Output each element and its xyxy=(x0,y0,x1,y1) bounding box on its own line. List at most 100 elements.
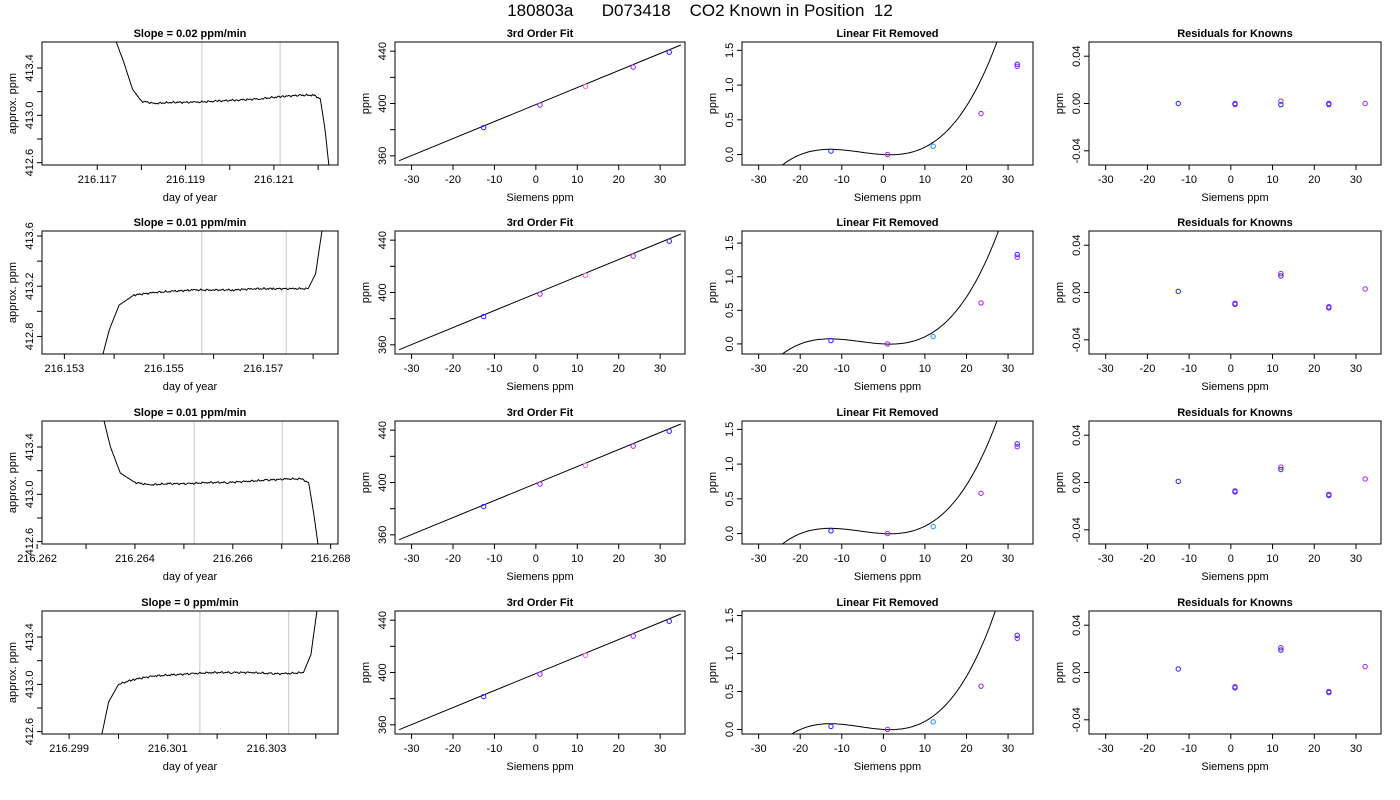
x-tick-label: -20 xyxy=(792,553,808,565)
x-tick-label: 30 xyxy=(654,743,666,755)
x-axis-label: Siemens ppm xyxy=(1201,761,1268,773)
data-point xyxy=(1014,63,1020,70)
x-tick-label: 0 xyxy=(880,174,886,186)
x-tick-label: -30 xyxy=(404,743,420,755)
x-tick-label: 30 xyxy=(1002,174,1014,186)
data-point xyxy=(1175,100,1181,107)
data-point xyxy=(630,64,636,70)
panel-title: Slope = 0.01 ppm/min xyxy=(134,407,247,419)
y-tick-label: -0.04 xyxy=(1071,327,1083,352)
y-tick-label: 400 xyxy=(377,283,389,301)
y-tick-label: 0.0 xyxy=(724,147,736,162)
y-tick-label: 1.5 xyxy=(724,235,736,250)
y-tick-label: 440 xyxy=(377,231,389,249)
data-point xyxy=(1326,100,1332,107)
x-tick-label: 216.117 xyxy=(78,174,117,186)
x-tick-label: -10 xyxy=(834,174,850,186)
panel-fit-row-2: 3rd Order Fit -30 -20 -10 0 10 20 30 360 400 440 Si… xyxy=(360,217,686,393)
x-tick-label: 216.157 xyxy=(243,363,283,375)
data-point xyxy=(828,148,834,154)
x-axis-label: Siemens ppm xyxy=(506,761,573,773)
y-tick-label: 412.6 xyxy=(24,149,36,177)
y-tick-label: 413.2 xyxy=(24,272,36,300)
x-tick-label: -20 xyxy=(445,363,461,375)
y-tick-label: -0.04 xyxy=(1071,138,1083,163)
page-title: 180803a D073418 CO2 Known in Position 12 xyxy=(507,1,893,20)
y-tick-label: 413.4 xyxy=(24,433,36,461)
y-tick-label: 400 xyxy=(377,663,389,681)
data-point xyxy=(1175,478,1181,485)
data-point xyxy=(1175,666,1181,672)
plot-area xyxy=(781,231,999,354)
y-axis-label: ppm xyxy=(707,93,719,114)
y-tick-label: 413.0 xyxy=(24,671,36,699)
y-tick-label: 1.0 xyxy=(724,456,736,471)
data-point xyxy=(1362,476,1368,482)
x-tick-label: 20 xyxy=(960,174,972,186)
x-tick-label: -10 xyxy=(486,174,502,186)
x-tick-label: 216.268 xyxy=(311,553,351,565)
panel-title: Linear Fit Removed xyxy=(836,597,938,609)
y-tick-label: 413.4 xyxy=(24,623,36,651)
data-point xyxy=(537,481,543,487)
x-tick-label: 10 xyxy=(1266,174,1278,186)
x-tick-label: 30 xyxy=(1350,363,1362,375)
y-tick-label: 0.04 xyxy=(1071,424,1083,445)
panel-title: 3rd Order Fit xyxy=(507,407,574,419)
y-tick-label: -0.04 xyxy=(1071,517,1083,542)
panel-title: Residuals for Knowns xyxy=(1177,28,1293,40)
y-axis-label: approx. ppm xyxy=(7,642,19,703)
data-point xyxy=(1278,466,1284,473)
y-tick-label: 413.6 xyxy=(24,222,36,250)
y-tick-label: 0.04 xyxy=(1071,614,1083,635)
plot-frame xyxy=(394,420,686,545)
panel-trace-row-3: Slope = 0.01 ppm/min 216.262 216.264 216.26… xyxy=(7,407,351,583)
panel-trace-row-2: Slope = 0.01 ppm/min 216.153 216.155 216.15… xyxy=(7,217,339,393)
x-tick-label: 30 xyxy=(1002,553,1014,565)
panel-fit-row-3: 3rd Order Fit -30 -20 -10 0 10 20 30 360 400 440 Si… xyxy=(360,407,686,583)
x-tick-label: -20 xyxy=(1139,174,1155,186)
data-point xyxy=(930,523,936,530)
data-point xyxy=(828,337,834,344)
data-point xyxy=(666,49,672,55)
x-tick-label: -30 xyxy=(404,553,420,565)
x-tick-label: 20 xyxy=(613,363,625,375)
x-axis-label: Siemens ppm xyxy=(854,761,921,773)
panel-title: Residuals for Knowns xyxy=(1177,217,1293,229)
y-axis-label: ppm xyxy=(1054,93,1066,114)
plot-area xyxy=(781,42,998,165)
plot-frame xyxy=(41,420,339,545)
x-tick-label: 216.301 xyxy=(148,743,188,755)
y-tick-label: 413.0 xyxy=(24,481,36,509)
plot-frame xyxy=(41,230,339,355)
y-axis-label: ppm xyxy=(360,662,372,683)
data-point xyxy=(630,443,636,449)
y-tick-label: 412.8 xyxy=(24,323,36,351)
y-tick-label: 440 xyxy=(377,42,389,60)
data-point xyxy=(828,528,834,534)
data-point xyxy=(1014,444,1020,450)
data-point xyxy=(884,151,891,158)
data-point xyxy=(537,671,543,677)
panel-title: Slope = 0 ppm/min xyxy=(141,597,239,609)
y-tick-label: 1.0 xyxy=(724,77,736,92)
y-tick-label: 360 xyxy=(377,147,389,165)
y-tick-label: 412.6 xyxy=(24,528,36,556)
panel-lin-row-2: Linear Fit Removed -30 -20 -10 0 10 20 30 0.0 0.5… xyxy=(707,217,1034,393)
data-point xyxy=(1362,286,1368,292)
data-point xyxy=(978,490,984,496)
x-tick-label: -10 xyxy=(486,553,502,565)
plot-frame xyxy=(741,41,1034,166)
plot-frame xyxy=(41,610,339,735)
x-tick-label: 10 xyxy=(1266,363,1278,375)
y-tick-label: 0.5 xyxy=(724,303,736,318)
x-tick-label: -30 xyxy=(1098,174,1114,186)
x-tick-label: -20 xyxy=(445,553,461,565)
data-point xyxy=(1014,632,1020,638)
trace-series-line xyxy=(102,231,323,354)
x-tick-label: -30 xyxy=(751,174,767,186)
x-tick-label: 20 xyxy=(960,363,972,375)
y-tick-label: 413.0 xyxy=(24,102,36,130)
data-point xyxy=(480,124,487,131)
